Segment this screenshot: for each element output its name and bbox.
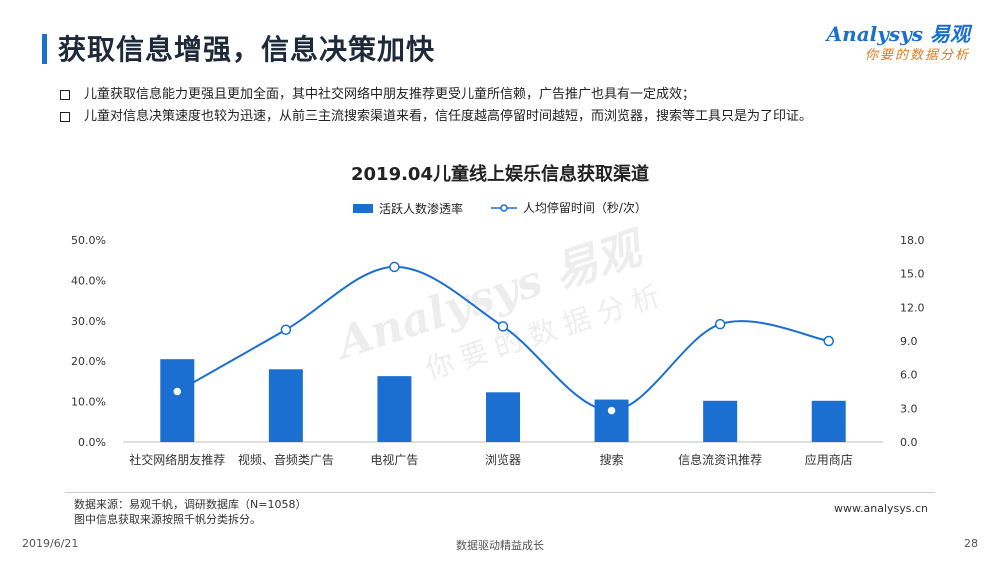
x-tick-label: 视频、音频类广告 <box>238 452 334 467</box>
bar <box>160 359 195 442</box>
y-left-tick-label: 30.0% <box>71 315 106 328</box>
site-url: www.analysys.cn <box>834 502 928 515</box>
y-left-tick-label: 0.0% <box>78 436 106 449</box>
line-point <box>497 321 509 332</box>
y-right-tick-label: 0.0 <box>900 436 918 449</box>
legend-label-bar: 活跃人数渗透率 <box>379 201 464 216</box>
line-point <box>823 335 834 347</box>
page-title: 获取信息增强，信息决策加快 <box>58 33 436 66</box>
logo-brand-text: Analysys 易观 <box>826 22 970 46</box>
y-left-tick-label: 40.0% <box>71 274 106 287</box>
line-point <box>280 324 292 336</box>
logo-tagline: 你要的数据分析 <box>864 48 970 63</box>
y-left-tick-label: 20.0% <box>71 355 106 368</box>
divider <box>65 492 935 493</box>
source-note: 数据来源：易观千帆，调研数据库（N=1058） 图中信息获取来源按照千帆分类拆分… <box>74 497 306 527</box>
page-number: 28 <box>964 537 978 550</box>
bullet-square-icon <box>60 90 70 100</box>
footer-date: 2019/6/21 <box>22 537 79 550</box>
bullet-text: 儿童获取信息能力更强且更加全面，其中社交网络中朋友推荐更受儿童所信赖，广告推广也… <box>84 87 696 102</box>
bullet-text: 儿童对信息决策速度也较为迅速，从前三主流搜索渠道来看，信任度越高停留时间越短，而… <box>84 109 813 124</box>
bar <box>377 376 412 442</box>
line-point <box>172 386 183 397</box>
legend-item-line: 人均停留时间（秒/次） <box>490 199 647 216</box>
y-right-tick-label: 12.0 <box>900 301 925 314</box>
bar <box>703 400 738 442</box>
y-right-tick-label: 18.0 <box>900 234 925 247</box>
bar <box>811 400 846 442</box>
bullet-list: 儿童获取信息能力更强且更加全面，其中社交网络中朋友推荐更受儿童所信赖，广告推广也… <box>60 84 960 128</box>
bullet-item: 儿童对信息决策速度也较为迅速，从前三主流搜索渠道来看，信任度越高停留时间越短，而… <box>60 106 960 128</box>
legend-item-bar: 活跃人数渗透率 <box>353 200 463 217</box>
x-tick-label: 应用商店 <box>805 452 853 467</box>
y-right-tick-label: 3.0 <box>900 402 918 415</box>
y-right-tick-label: 9.0 <box>900 335 918 348</box>
line-point <box>389 261 400 273</box>
x-tick-label: 信息流资讯推荐 <box>678 452 762 467</box>
legend-line-marker-icon <box>490 203 517 212</box>
y-left-tick-label: 10.0% <box>71 396 106 409</box>
bar <box>268 369 303 442</box>
chart-title: 2019.04儿童线上娱乐信息获取渠道 <box>351 164 649 185</box>
y-right-tick-label: 6.0 <box>900 369 918 382</box>
line-point <box>606 405 617 416</box>
bar <box>486 392 520 442</box>
line-point <box>714 318 726 330</box>
chart-legend: 活跃人数渗透率 人均停留时间（秒/次） <box>0 199 1000 217</box>
x-tick-label: 浏览器 <box>485 452 521 467</box>
source-line-1: 数据来源：易观千帆，调研数据库（N=1058） <box>74 498 307 511</box>
footer-slogan: 数据驱动精益成长 <box>456 539 544 552</box>
brand-logo: Analysys 易观 你要的数据分析 <box>820 18 970 68</box>
y-right-tick-label: 15.0 <box>900 268 925 281</box>
source-line-2: 图中信息获取来源按照千帆分类拆分。 <box>74 513 261 526</box>
bullet-item: 儿童获取信息能力更强且更加全面，其中社交网络中朋友推荐更受儿童所信赖，广告推广也… <box>60 84 960 106</box>
x-tick-label: 社交网络朋友推荐 <box>129 452 225 467</box>
bullet-square-icon <box>60 112 70 122</box>
y-left-tick-label: 50.0% <box>71 234 106 247</box>
title-accent-bar <box>42 34 47 64</box>
x-tick-label: 电视广告 <box>370 452 418 467</box>
x-tick-label: 搜索 <box>600 452 624 467</box>
legend-label-line: 人均停留时间（秒/次） <box>522 201 647 215</box>
legend-bar-swatch-icon <box>353 203 374 213</box>
